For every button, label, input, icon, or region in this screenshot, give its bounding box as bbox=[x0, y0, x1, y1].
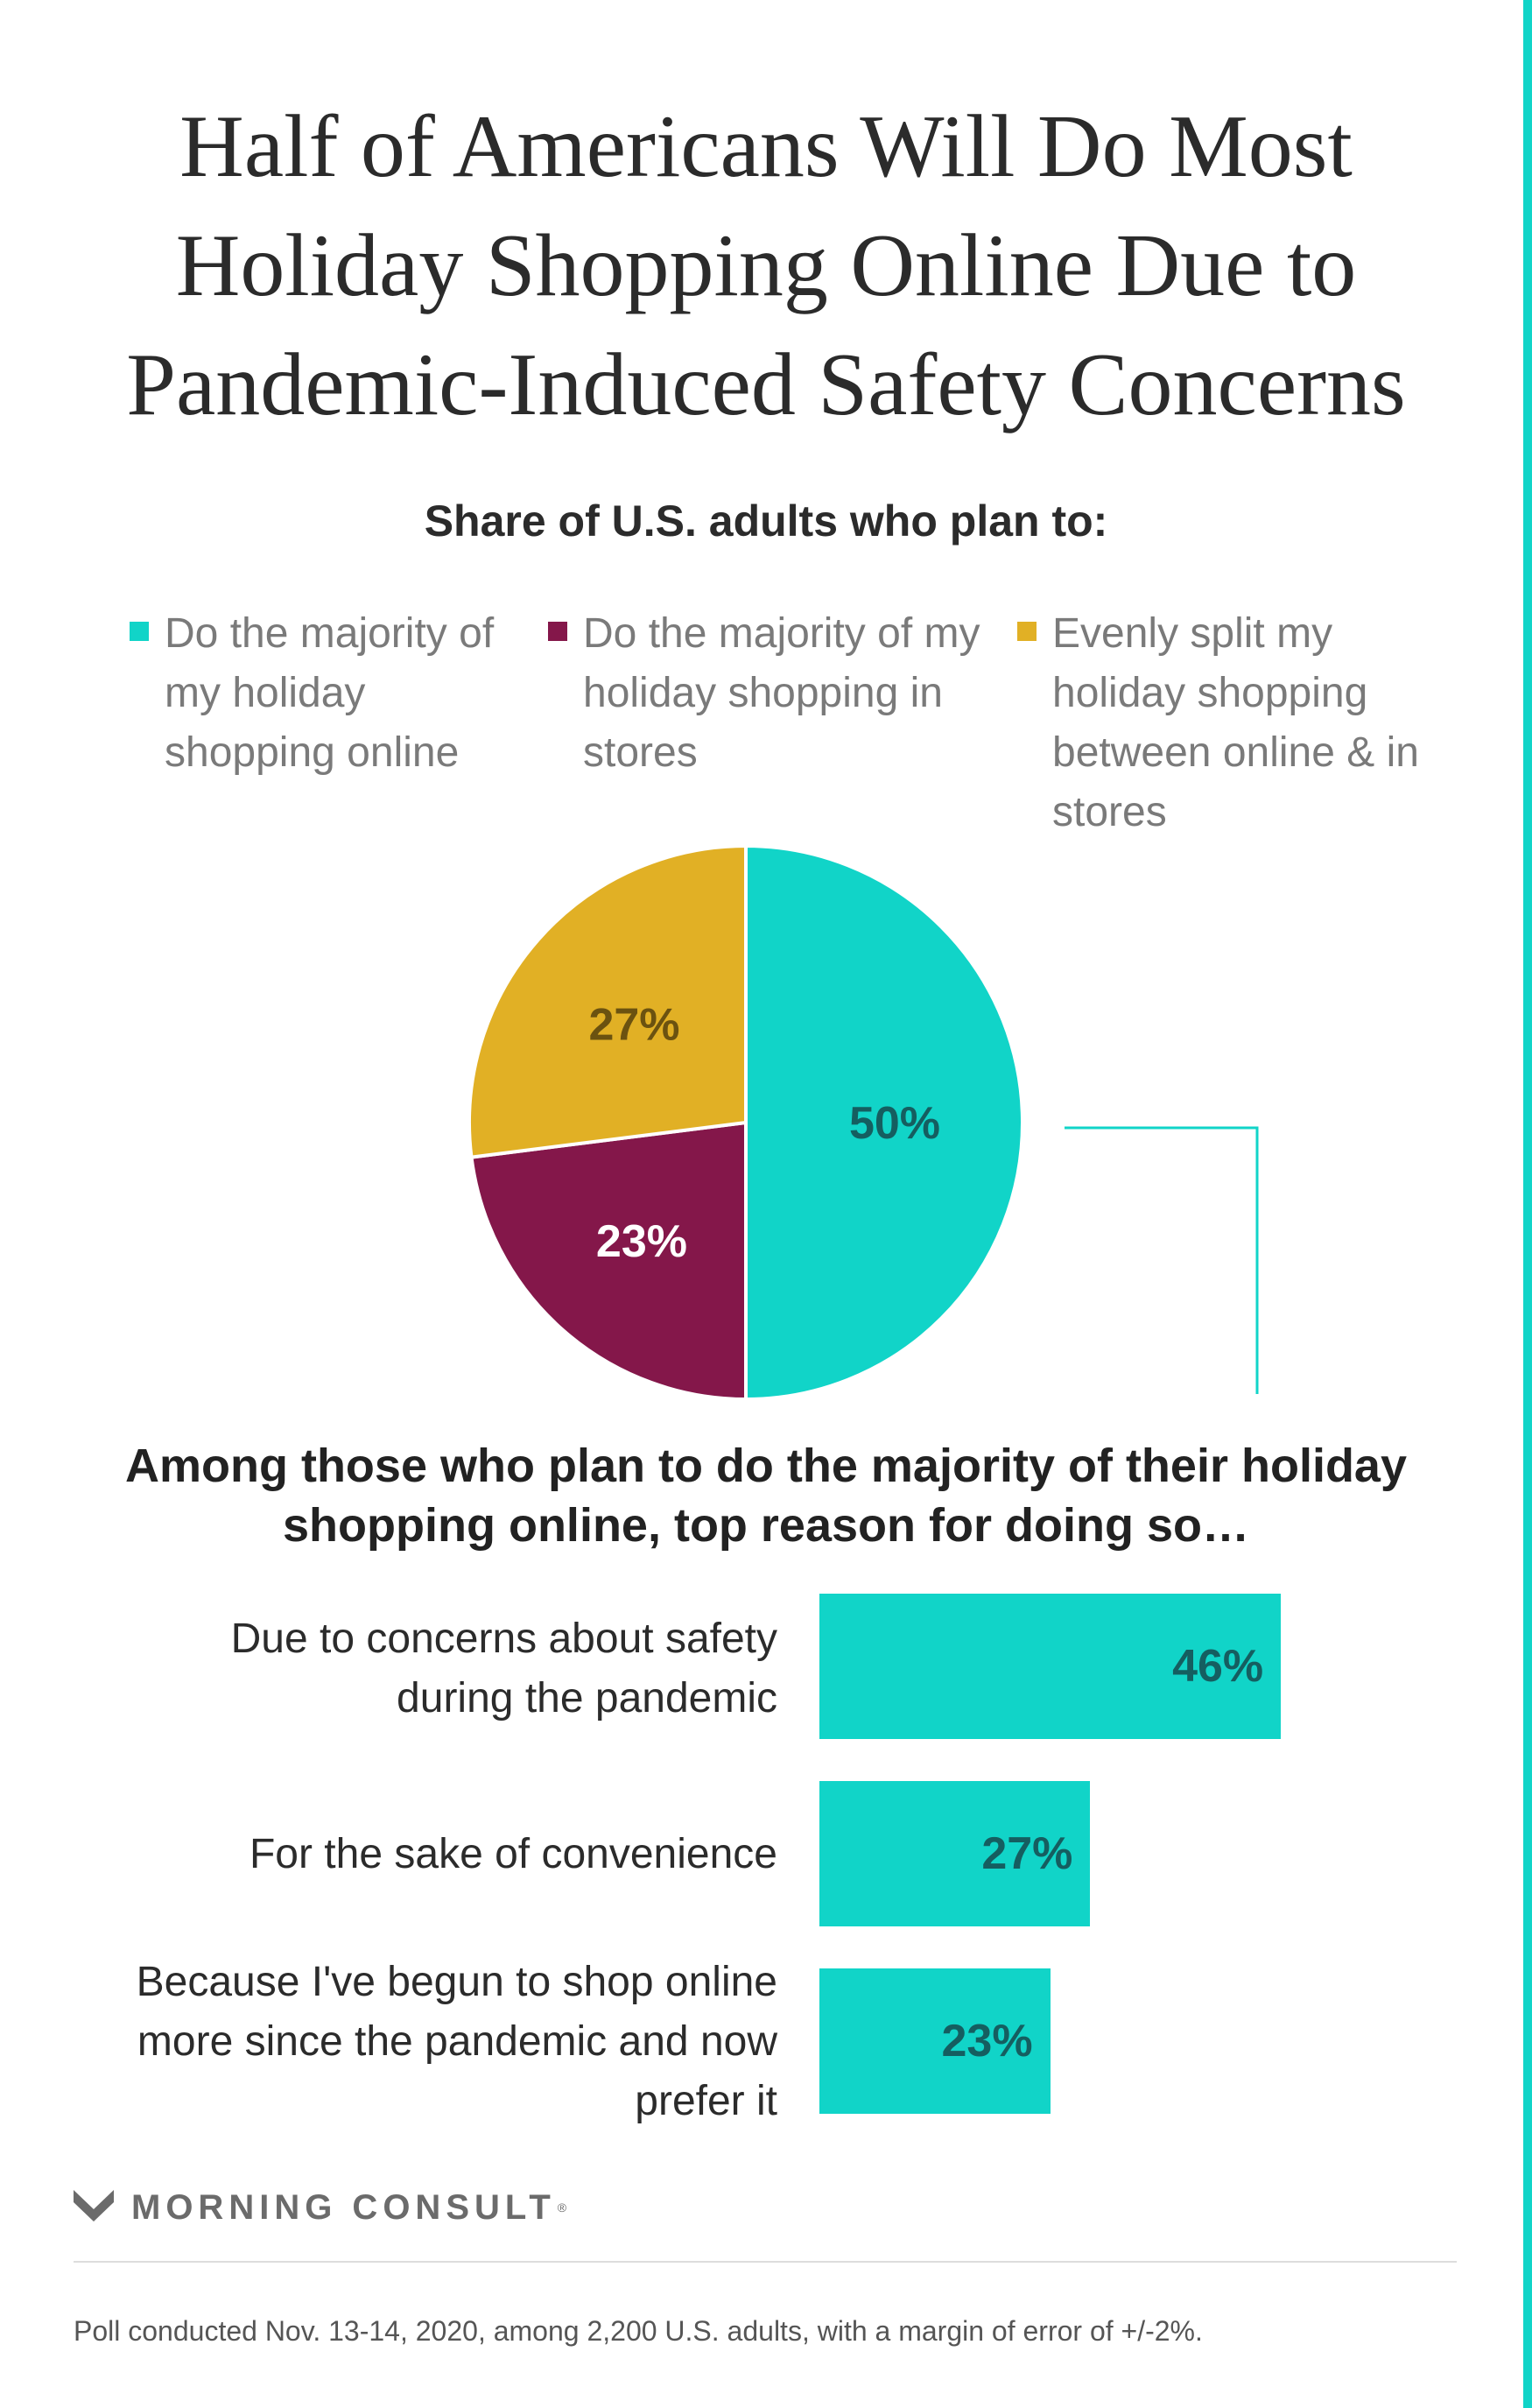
pie-slice-split bbox=[467, 843, 748, 1159]
pie-label-online: 50% bbox=[849, 1098, 940, 1149]
pie-label-stores: 23% bbox=[596, 1216, 687, 1267]
morning-consult-m-icon bbox=[74, 2190, 114, 2221]
legend-swatch-online bbox=[130, 622, 149, 641]
footnote: Poll conducted Nov. 13-14, 2020, among 2… bbox=[74, 2315, 1203, 2347]
pie-label-split: 27% bbox=[588, 1000, 679, 1051]
legend-swatch-stores bbox=[548, 622, 567, 641]
legend-label-split: Evenly split my holiday shopping between… bbox=[1052, 610, 1419, 835]
legend-label-online: Do the majority of my holiday shopping o… bbox=[165, 610, 495, 776]
footer-divider bbox=[74, 2261, 1457, 2263]
connector-line bbox=[1065, 1126, 1259, 1394]
morning-consult-logo: MORNING CONSULT ® bbox=[74, 2186, 566, 2229]
bar-label-prefer-online: Because I've begun to shop online more s… bbox=[136, 1959, 777, 2124]
pie-chart: 50% 23% 27% bbox=[467, 843, 1259, 1402]
pie-slice-online bbox=[744, 843, 1024, 1402]
bar-value-convenience: 27% bbox=[981, 1828, 1073, 1879]
accent-edge-bar bbox=[1523, 0, 1532, 2408]
bar-label-safety: Due to concerns about safety during the … bbox=[230, 1616, 777, 1722]
legend-label-stores: Do the majority of my holiday shopping i… bbox=[583, 610, 980, 776]
bar-label-convenience: For the sake of convenience bbox=[249, 1831, 777, 1877]
bar-convenience: 27% bbox=[819, 1781, 1091, 1926]
bar-value-safety: 46% bbox=[1172, 1641, 1264, 1692]
brand-name: MORNING CONSULT bbox=[131, 2187, 556, 2227]
bar-value-prefer-online: 23% bbox=[941, 2016, 1033, 2067]
bar-safety: 46% bbox=[819, 1594, 1282, 1739]
pie-chart-title: Share of U.S. adults who plan to: bbox=[424, 496, 1108, 546]
bar-prefer-online: 23% bbox=[819, 1968, 1051, 2114]
page-title: Half of Americans Will Do Most Holiday S… bbox=[126, 97, 1406, 434]
brand-registered-mark: ® bbox=[557, 2200, 567, 2214]
pie-slice-stores bbox=[469, 1120, 748, 1402]
bar-chart-title: Among those who plan to do the majority … bbox=[124, 1440, 1407, 1552]
legend-swatch-split bbox=[1017, 622, 1037, 641]
